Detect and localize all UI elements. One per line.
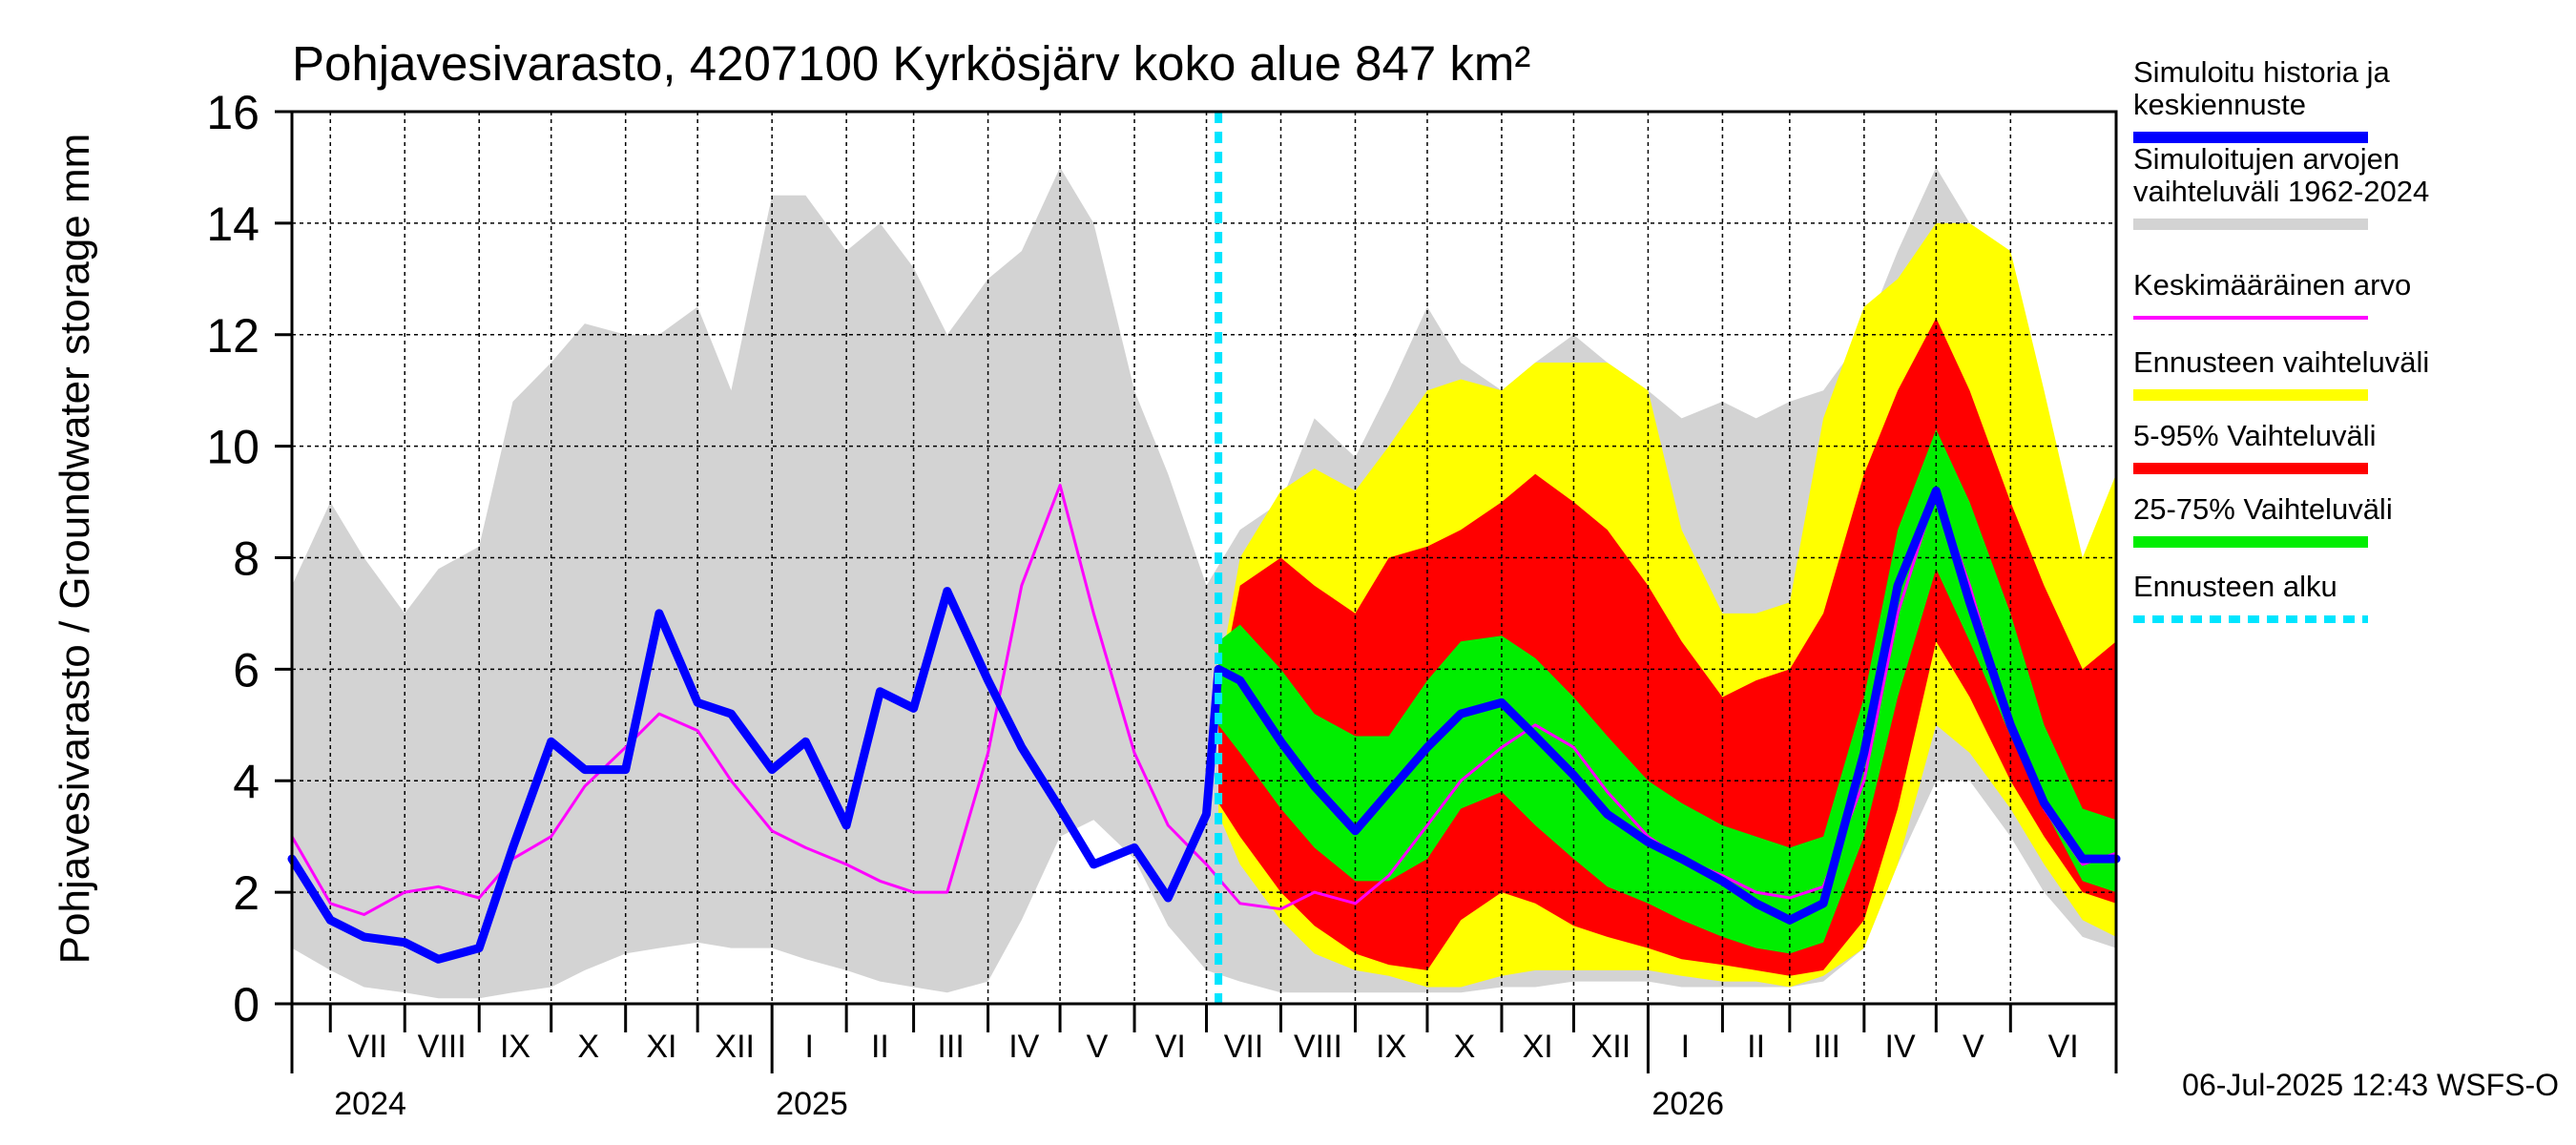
legend-label: Ennusteen alku — [2133, 570, 2337, 603]
legend-label: Keskimääräinen arvo — [2133, 268, 2411, 302]
x-month-label: X — [577, 1029, 599, 1065]
legend-item: Ennusteen alku — [2133, 570, 2368, 623]
x-month-label: XI — [646, 1029, 676, 1065]
footer-timestamp: 06-Jul-2025 12:43 WSFS-O — [2182, 1068, 2559, 1102]
x-month-label: III — [1814, 1029, 1840, 1065]
legend-label: 25-75% Vaihteluväli — [2133, 492, 2393, 526]
x-month-label: VI — [1155, 1029, 1186, 1065]
series-history_median — [287, 486, 2121, 964]
legend-item: 5-95% Vaihteluväli — [2133, 419, 2376, 474]
x-month-label: XII — [715, 1029, 755, 1065]
x-month-label: VII — [1224, 1029, 1264, 1065]
legend-item: Ennusteen vaihteluväli — [2133, 345, 2429, 401]
y-tick-label: 0 — [233, 978, 260, 1031]
x-month-label: IX — [1376, 1029, 1406, 1065]
x-month-label: III — [937, 1029, 964, 1065]
x-month-label: IV — [1885, 1029, 1916, 1065]
y-tick-label: 2 — [233, 866, 260, 920]
plot-area — [287, 110, 2121, 1006]
y-tick-label: 8 — [233, 532, 260, 586]
x-year-label: 2024 — [334, 1086, 406, 1122]
legend-label: Ennusteen vaihteluväli — [2133, 345, 2429, 379]
x-month-label: I — [1681, 1029, 1690, 1065]
x-year-label: 2026 — [1652, 1086, 1724, 1122]
x-month-label: IV — [1008, 1029, 1039, 1065]
x-month-label: I — [804, 1029, 813, 1065]
x-year-label: 2025 — [776, 1086, 848, 1122]
x-month-label: VI — [2048, 1029, 2079, 1065]
x-month-label: IX — [500, 1029, 530, 1065]
y-axis-label: Pohjavesivarasto / Groundwater storage m… — [52, 134, 98, 965]
x-month-label: II — [1747, 1029, 1765, 1065]
y-tick-label: 6 — [233, 643, 260, 697]
legend-label: Simuloitujen arvojen — [2133, 142, 2399, 176]
x-month-label: II — [871, 1029, 889, 1065]
y-tick-label: 12 — [206, 309, 260, 363]
y-tick-label: 4 — [233, 755, 260, 808]
x-axis: VII VIII IX X XI XII I II III IV V VI VII VIII IX X XI XI… — [290, 1004, 2118, 1122]
x-month-label: VIII — [1294, 1029, 1342, 1065]
legend-label: 5-95% Vaihteluväli — [2133, 419, 2376, 452]
y-tick-label: 14 — [206, 198, 260, 251]
band-p25_75 — [1218, 429, 2116, 954]
legend-item: 25-75% Vaihteluväli — [2133, 492, 2393, 548]
y-tick-label: 16 — [206, 86, 260, 139]
legend-label: keskiennuste — [2133, 88, 2306, 121]
x-month-label: VIII — [418, 1029, 467, 1065]
x-month-label: VII — [347, 1029, 387, 1065]
legend-label: Simuloitu historia ja — [2133, 55, 2391, 89]
legend-item: Keskimääräinen arvo — [2133, 268, 2411, 320]
x-month-label: V — [1963, 1029, 1984, 1065]
chart-title: Pohjavesivarasto, 4207100 Kyrkösjärv kok… — [292, 36, 1530, 91]
x-month-label: XI — [1523, 1029, 1553, 1065]
legend: Simuloitu historia jakeskiennusteSimuloi… — [2133, 55, 2429, 623]
y-tick-label: 10 — [206, 421, 260, 474]
x-month-label: V — [1087, 1029, 1109, 1065]
x-month-label: X — [1454, 1029, 1476, 1065]
legend-label: vaihteluväli 1962-2024 — [2133, 175, 2429, 208]
y-axis: 0 2 4 6 8 10 12 14 16 — [206, 86, 292, 1031]
x-month-label: XII — [1591, 1029, 1631, 1065]
